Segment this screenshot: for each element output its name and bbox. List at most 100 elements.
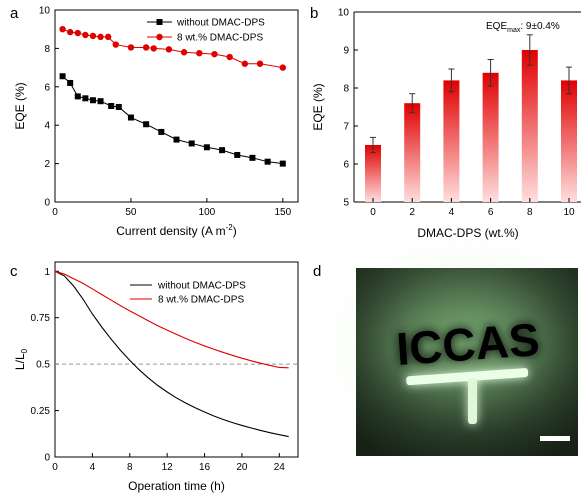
chart-a-eqe-vs-current-density: 0 50 100 150 0 2 4 6 8 10 Current density (A m-2) E… (13, 6, 299, 238)
bar (482, 72, 499, 202)
series-line-1 (62, 75, 283, 165)
data-point (127, 44, 135, 51)
data-point (108, 103, 115, 109)
y-tick-label: 9 (343, 46, 349, 57)
y-tick-label: 2 (44, 159, 50, 170)
y-tick-label: 5 (343, 198, 349, 209)
scale-bar (540, 436, 570, 441)
x-tick-label: 0 (370, 207, 376, 218)
x-tick-label: 2 (409, 207, 415, 218)
data-point (234, 151, 241, 158)
y-tick-label: 4 (44, 121, 50, 132)
y-tick-label: 0.5 (36, 360, 50, 371)
data-point (142, 44, 150, 51)
y-tick-label: 8 (343, 84, 349, 95)
data-point (264, 158, 271, 165)
x-tick-label: 4 (449, 207, 455, 218)
data-point (104, 33, 112, 41)
data-point (89, 32, 97, 40)
y-tick-label: 0 (44, 453, 50, 464)
data-point (203, 144, 210, 151)
data-point (97, 33, 104, 41)
x-tick-label: 10 (563, 207, 575, 218)
eqe-max-annotation: EQEmax: 9±0.4% (486, 21, 560, 34)
data-point (180, 49, 188, 56)
legend-marker (156, 19, 163, 25)
x-axis-label: Operation time (h) (128, 479, 225, 493)
glowing-pattern-text: ICCAS (395, 313, 541, 375)
data-point (82, 95, 89, 102)
series-line-1 (54, 270, 289, 438)
data-point (82, 31, 89, 39)
x-tick-label: 12 (162, 462, 174, 473)
data-point (211, 50, 218, 58)
data-point (173, 136, 180, 143)
data-point (143, 121, 150, 128)
y-tick-label: 0 (44, 198, 50, 209)
y-tick-label: 7 (343, 122, 349, 133)
data-point (59, 73, 66, 80)
legend-marker (156, 33, 163, 41)
glowing-stem (468, 378, 477, 424)
y-axis-label: EQE (%) (311, 83, 325, 130)
series-line-2 (54, 270, 289, 369)
data-point (279, 64, 287, 71)
data-point (256, 60, 264, 67)
data-point (249, 154, 256, 161)
data-point (127, 114, 134, 121)
x-tick-label: 0 (52, 462, 58, 473)
x-tick-label: 150 (274, 207, 291, 218)
x-tick-label: 0 (52, 207, 58, 218)
data-point (74, 93, 81, 100)
y-tick-label: 10 (338, 8, 350, 19)
x-axis-label: Current density (A m-2) (116, 223, 237, 238)
data-point (279, 160, 286, 167)
y-tick-label: 0.25 (31, 406, 51, 417)
bar (443, 80, 460, 202)
x-tick-label: 8 (127, 462, 133, 473)
y-tick-label: 6 (44, 82, 50, 93)
y-tick-label: 0.75 (31, 313, 51, 324)
data-point (59, 26, 66, 33)
panel-label-a: a (10, 5, 19, 22)
y-tick-label: 10 (39, 6, 51, 17)
x-tick-label: 8 (527, 207, 533, 218)
y-axis-label: L/L0 (13, 348, 29, 370)
bar (521, 50, 538, 202)
y-tick-label: 8 (44, 44, 50, 55)
y-tick-label: 6 (343, 160, 349, 171)
x-tick-label: 20 (236, 462, 248, 473)
y-tick-label: 1 (44, 267, 50, 278)
legend-label: 8 wt.% DMAC-DPS (177, 33, 263, 44)
data-point (74, 29, 81, 37)
x-tick-label: 24 (274, 462, 286, 473)
data-point (66, 28, 74, 36)
x-tick-label: 6 (488, 207, 494, 218)
plot-frame (54, 9, 299, 203)
y-axis-label: EQE (%) (13, 82, 27, 129)
data-point (112, 41, 119, 48)
bar (561, 80, 577, 202)
x-tick-label: 50 (125, 207, 137, 218)
x-tick-label: 100 (199, 207, 216, 218)
bar (404, 103, 421, 202)
data-point (196, 50, 203, 57)
data-point (226, 53, 233, 61)
data-point (158, 128, 165, 135)
legend-label: without DMAC-DPS (176, 18, 265, 29)
x-tick-label: 4 (90, 462, 96, 473)
data-point (67, 79, 74, 86)
data-point (150, 45, 157, 52)
plot-frame (54, 261, 299, 458)
chart-b-eqe-vs-doping: 5 6 7 8 9 10 0 2 4 6 8 10 DMAC-DPS (wt.%) EQE (%) EQEm… (311, 8, 581, 240)
chart-c-lifetime: 0 4 8 12 16 20 24 0 0.25 0.5 0.75 1 Operation time (… (13, 261, 299, 493)
data-point (188, 140, 195, 147)
panel-label-b: b (310, 5, 318, 22)
bar (365, 145, 381, 202)
legend-label: without DMAC-DPS (157, 281, 246, 292)
legend-label: 8 wt.% DMAC-DPS (158, 295, 244, 306)
data-point (241, 60, 249, 67)
data-point (89, 97, 96, 104)
data-point (115, 103, 122, 110)
